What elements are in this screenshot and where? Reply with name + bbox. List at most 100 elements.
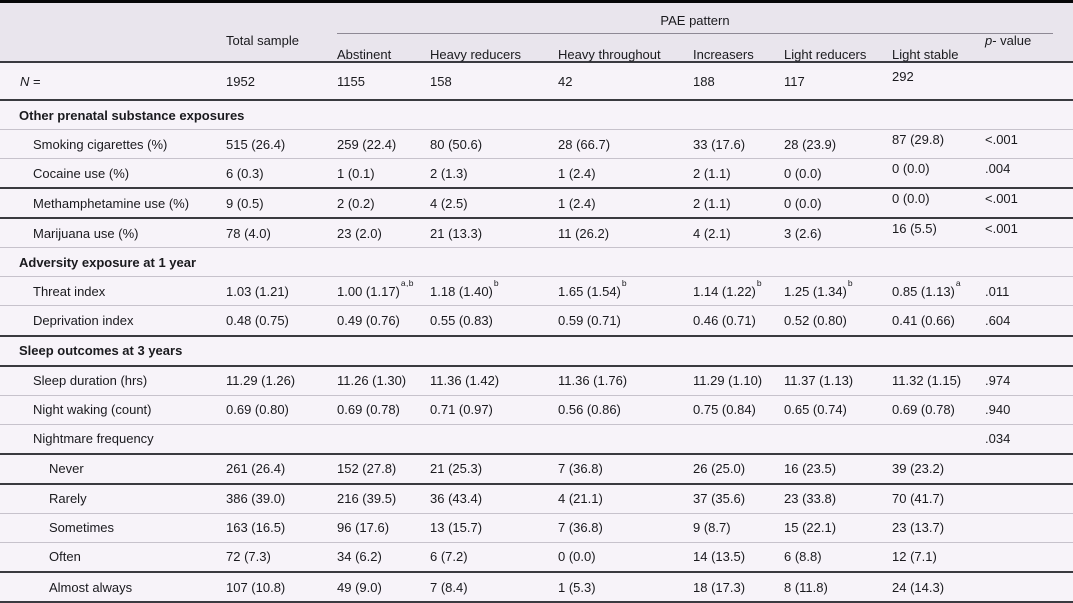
table-body: N = 1952 1155 158 42 188 117 292 Other prenatal … bbox=[0, 63, 1073, 601]
cell-light-stable: 16 (5.5) bbox=[892, 220, 937, 236]
cell-increasers: 11.29 (1.10) bbox=[693, 373, 763, 389]
col-header-light-stable: Light stable bbox=[892, 46, 959, 62]
cell-increasers: 188 bbox=[693, 73, 715, 89]
cell-heavy-throughout: 0.56 (0.86) bbox=[558, 402, 621, 418]
cell-light-stable: 0.85 (1.13)a bbox=[892, 279, 985, 299]
cell-heavy-reducers: 158 bbox=[430, 73, 452, 89]
cell-value: 1.25 (1.34) bbox=[784, 283, 847, 299]
col-header-heavy-throughout: Heavy throughout bbox=[558, 46, 661, 62]
cell-heavy-reducers: 4 (2.5) bbox=[430, 195, 468, 211]
cell-value: 1.65 (1.54) bbox=[558, 283, 621, 299]
row-label: Nightmare frequency bbox=[33, 431, 154, 447]
cell-light-reducers: 8 (11.8) bbox=[784, 579, 828, 595]
table-row-sometimes: Sometimes 163 (16.5) 96 (17.6) 13 (15.7) 7 (… bbox=[0, 514, 1073, 543]
cell-heavy-throughout: 1 (2.4) bbox=[558, 195, 596, 211]
cell-abstinent: 34 (6.2) bbox=[337, 549, 382, 565]
cell-total-sample: 9 (0.5) bbox=[226, 195, 264, 211]
cell-total-sample: 515 (26.4) bbox=[226, 136, 286, 152]
row-label: Night waking (count) bbox=[33, 402, 152, 418]
col-header-heavy-reducers: Heavy reducers bbox=[430, 46, 522, 62]
column-headers-row: Total sample p- value Abstinent Heavy red… bbox=[0, 34, 1073, 61]
cell-light-reducers: 16 (23.5) bbox=[784, 461, 837, 477]
cell-increasers: 9 (8.7) bbox=[693, 520, 731, 536]
cell-increasers: 33 (17.6) bbox=[693, 136, 746, 152]
cell-increasers: 2 (1.1) bbox=[693, 165, 731, 181]
significance-superscript: b bbox=[847, 278, 854, 289]
cell-light-reducers: 0 (0.0) bbox=[784, 165, 822, 181]
cell-increasers: 14 (13.5) bbox=[693, 549, 746, 565]
row-label-n: N = bbox=[20, 73, 41, 89]
table-row-methamphetamine-use: Methamphetamine use (%) 9 (0.5) 2 (0.2) 4 (… bbox=[0, 189, 1073, 220]
cell-abstinent: 259 (22.4) bbox=[337, 136, 397, 152]
cell-p-value: <.001 bbox=[985, 131, 1018, 147]
cell-light-reducers: 117 bbox=[784, 73, 805, 89]
cell-abstinent: 1155 bbox=[337, 73, 365, 89]
row-label: Never bbox=[49, 461, 84, 477]
cell-value: 0.85 (1.13) bbox=[892, 283, 955, 299]
significance-superscript: b bbox=[621, 278, 628, 289]
cell-light-reducers: 0 (0.0) bbox=[784, 195, 822, 211]
cell-light-stable: 87 (29.8) bbox=[892, 131, 945, 147]
cell-light-reducers: 23 (33.8) bbox=[784, 491, 837, 507]
table-row-adversity-exposure-at-1-year: Adversity exposure at 1 year bbox=[0, 248, 1073, 278]
cell-increasers: 26 (25.0) bbox=[693, 461, 746, 477]
pae-pattern-spanner-label: PAE pattern bbox=[660, 13, 730, 28]
table-row-sleep-outcomes-at-3-years: Sleep outcomes at 3 years bbox=[0, 337, 1073, 367]
col-header-increasers: Increasers bbox=[693, 46, 754, 62]
cell-total-sample: 0.69 (0.80) bbox=[226, 402, 289, 418]
cell-p-value: .034 bbox=[985, 431, 1011, 447]
table-row-threat-index: Threat index 1.03 (1.21) 1.00 (1.17)a,b 1.1… bbox=[0, 277, 1073, 307]
cell-abstinent: 49 (9.0) bbox=[337, 579, 382, 595]
cell-total-sample: 78 (4.0) bbox=[226, 225, 271, 241]
cell-heavy-reducers: 11.36 (1.42) bbox=[430, 373, 500, 389]
table-row-sleep-duration-hrs: Sleep duration (hrs) 11.29 (1.26) 11.26 (1… bbox=[0, 367, 1073, 396]
table-row-night-waking-count: Night waking (count) 0.69 (0.80) 0.69 (0.7… bbox=[0, 396, 1073, 425]
cell-increasers: 0.75 (0.84) bbox=[693, 402, 756, 418]
spanner-row: PAE pattern bbox=[0, 3, 1073, 34]
row-label: Sleep duration (hrs) bbox=[33, 373, 148, 389]
table-row-other-prenatal-substance-exposures: Other prenatal substance exposures bbox=[0, 101, 1073, 131]
section-header-other-prenatal-substance-exposures: Other prenatal substance exposures bbox=[19, 107, 245, 123]
cell-heavy-reducers: 2 (1.3) bbox=[430, 165, 468, 181]
cell-heavy-throughout: 28 (66.7) bbox=[558, 136, 611, 152]
col-header-light-reducers: Light reducers bbox=[784, 46, 867, 62]
significance-superscript: a bbox=[955, 278, 962, 289]
cell-heavy-reducers: 21 (13.3) bbox=[430, 225, 483, 241]
cell-light-stable: 39 (23.2) bbox=[892, 461, 945, 477]
cell-light-stable: 11.32 (1.15) bbox=[892, 373, 962, 389]
cell-heavy-throughout: 1 (2.4) bbox=[558, 165, 596, 181]
cell-light-reducers: 11.37 (1.13) bbox=[784, 373, 854, 389]
significance-superscript: a,b bbox=[400, 278, 414, 289]
cell-abstinent: 1 (0.1) bbox=[337, 165, 375, 181]
p-italic: p bbox=[985, 33, 993, 49]
cell-increasers: 0.46 (0.71) bbox=[693, 312, 756, 328]
row-label: Methamphetamine use (%) bbox=[33, 195, 190, 211]
cell-abstinent: 0.49 (0.76) bbox=[337, 312, 400, 328]
p-value-rest: - value bbox=[992, 33, 1032, 49]
cell-abstinent: 0.69 (0.78) bbox=[337, 402, 400, 418]
cell-heavy-throughout: 1.65 (1.54)b bbox=[558, 279, 693, 299]
row-label: Marijuana use (%) bbox=[33, 225, 139, 241]
cell-light-reducers: 1.25 (1.34)b bbox=[784, 279, 892, 299]
cell-heavy-reducers: 36 (43.4) bbox=[430, 491, 483, 507]
cell-increasers: 37 (35.6) bbox=[693, 491, 746, 507]
row-label: Cocaine use (%) bbox=[33, 165, 130, 181]
row-label: Almost always bbox=[49, 579, 133, 595]
table-row-marijuana-use: Marijuana use (%) 78 (4.0) 23 (2.0) 21 (13.… bbox=[0, 219, 1073, 249]
cell-p-value: .604 bbox=[985, 312, 1011, 328]
cell-heavy-throughout: 7 (36.8) bbox=[558, 520, 603, 536]
cell-total-sample: 6 (0.3) bbox=[226, 165, 264, 181]
cell-heavy-throughout: 11 (26.2) bbox=[558, 225, 610, 241]
cell-value: 1.18 (1.40) bbox=[430, 283, 493, 299]
cell-light-stable: 12 (7.1) bbox=[892, 549, 937, 565]
cell-abstinent: 2 (0.2) bbox=[337, 195, 375, 211]
col-header-total-sample: Total sample bbox=[226, 33, 299, 49]
cell-light-stable: 0 (0.0) bbox=[892, 160, 930, 176]
cell-light-stable: 0.69 (0.78) bbox=[892, 402, 955, 418]
cell-light-stable: 23 (13.7) bbox=[892, 520, 945, 536]
cell-heavy-throughout: 0.59 (0.71) bbox=[558, 312, 621, 328]
cell-heavy-reducers: 21 (25.3) bbox=[430, 461, 483, 477]
cell-heavy-reducers: 7 (8.4) bbox=[430, 579, 468, 595]
cell-abstinent: 11.26 (1.30) bbox=[337, 373, 407, 389]
